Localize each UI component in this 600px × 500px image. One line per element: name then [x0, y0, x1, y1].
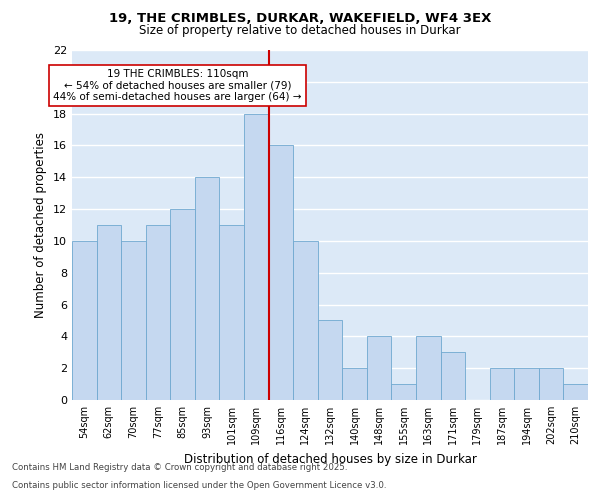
- Bar: [97, 225, 121, 400]
- Bar: [440, 352, 465, 400]
- Bar: [342, 368, 367, 400]
- Bar: [195, 178, 220, 400]
- Bar: [72, 241, 97, 400]
- Text: 19 THE CRIMBLES: 110sqm
← 54% of detached houses are smaller (79)
44% of semi-de: 19 THE CRIMBLES: 110sqm ← 54% of detache…: [53, 69, 302, 102]
- Bar: [391, 384, 416, 400]
- Bar: [416, 336, 440, 400]
- Bar: [318, 320, 342, 400]
- Y-axis label: Number of detached properties: Number of detached properties: [34, 132, 47, 318]
- Bar: [269, 146, 293, 400]
- Bar: [514, 368, 539, 400]
- X-axis label: Distribution of detached houses by size in Durkar: Distribution of detached houses by size …: [184, 452, 476, 466]
- Bar: [490, 368, 514, 400]
- Bar: [220, 225, 244, 400]
- Bar: [563, 384, 588, 400]
- Text: 19, THE CRIMBLES, DURKAR, WAKEFIELD, WF4 3EX: 19, THE CRIMBLES, DURKAR, WAKEFIELD, WF4…: [109, 12, 491, 26]
- Bar: [539, 368, 563, 400]
- Bar: [170, 209, 195, 400]
- Bar: [146, 225, 170, 400]
- Bar: [367, 336, 391, 400]
- Text: Size of property relative to detached houses in Durkar: Size of property relative to detached ho…: [139, 24, 461, 37]
- Bar: [244, 114, 269, 400]
- Text: Contains HM Land Registry data © Crown copyright and database right 2025.: Contains HM Land Registry data © Crown c…: [12, 464, 347, 472]
- Bar: [121, 241, 146, 400]
- Bar: [293, 241, 318, 400]
- Text: Contains public sector information licensed under the Open Government Licence v3: Contains public sector information licen…: [12, 481, 386, 490]
